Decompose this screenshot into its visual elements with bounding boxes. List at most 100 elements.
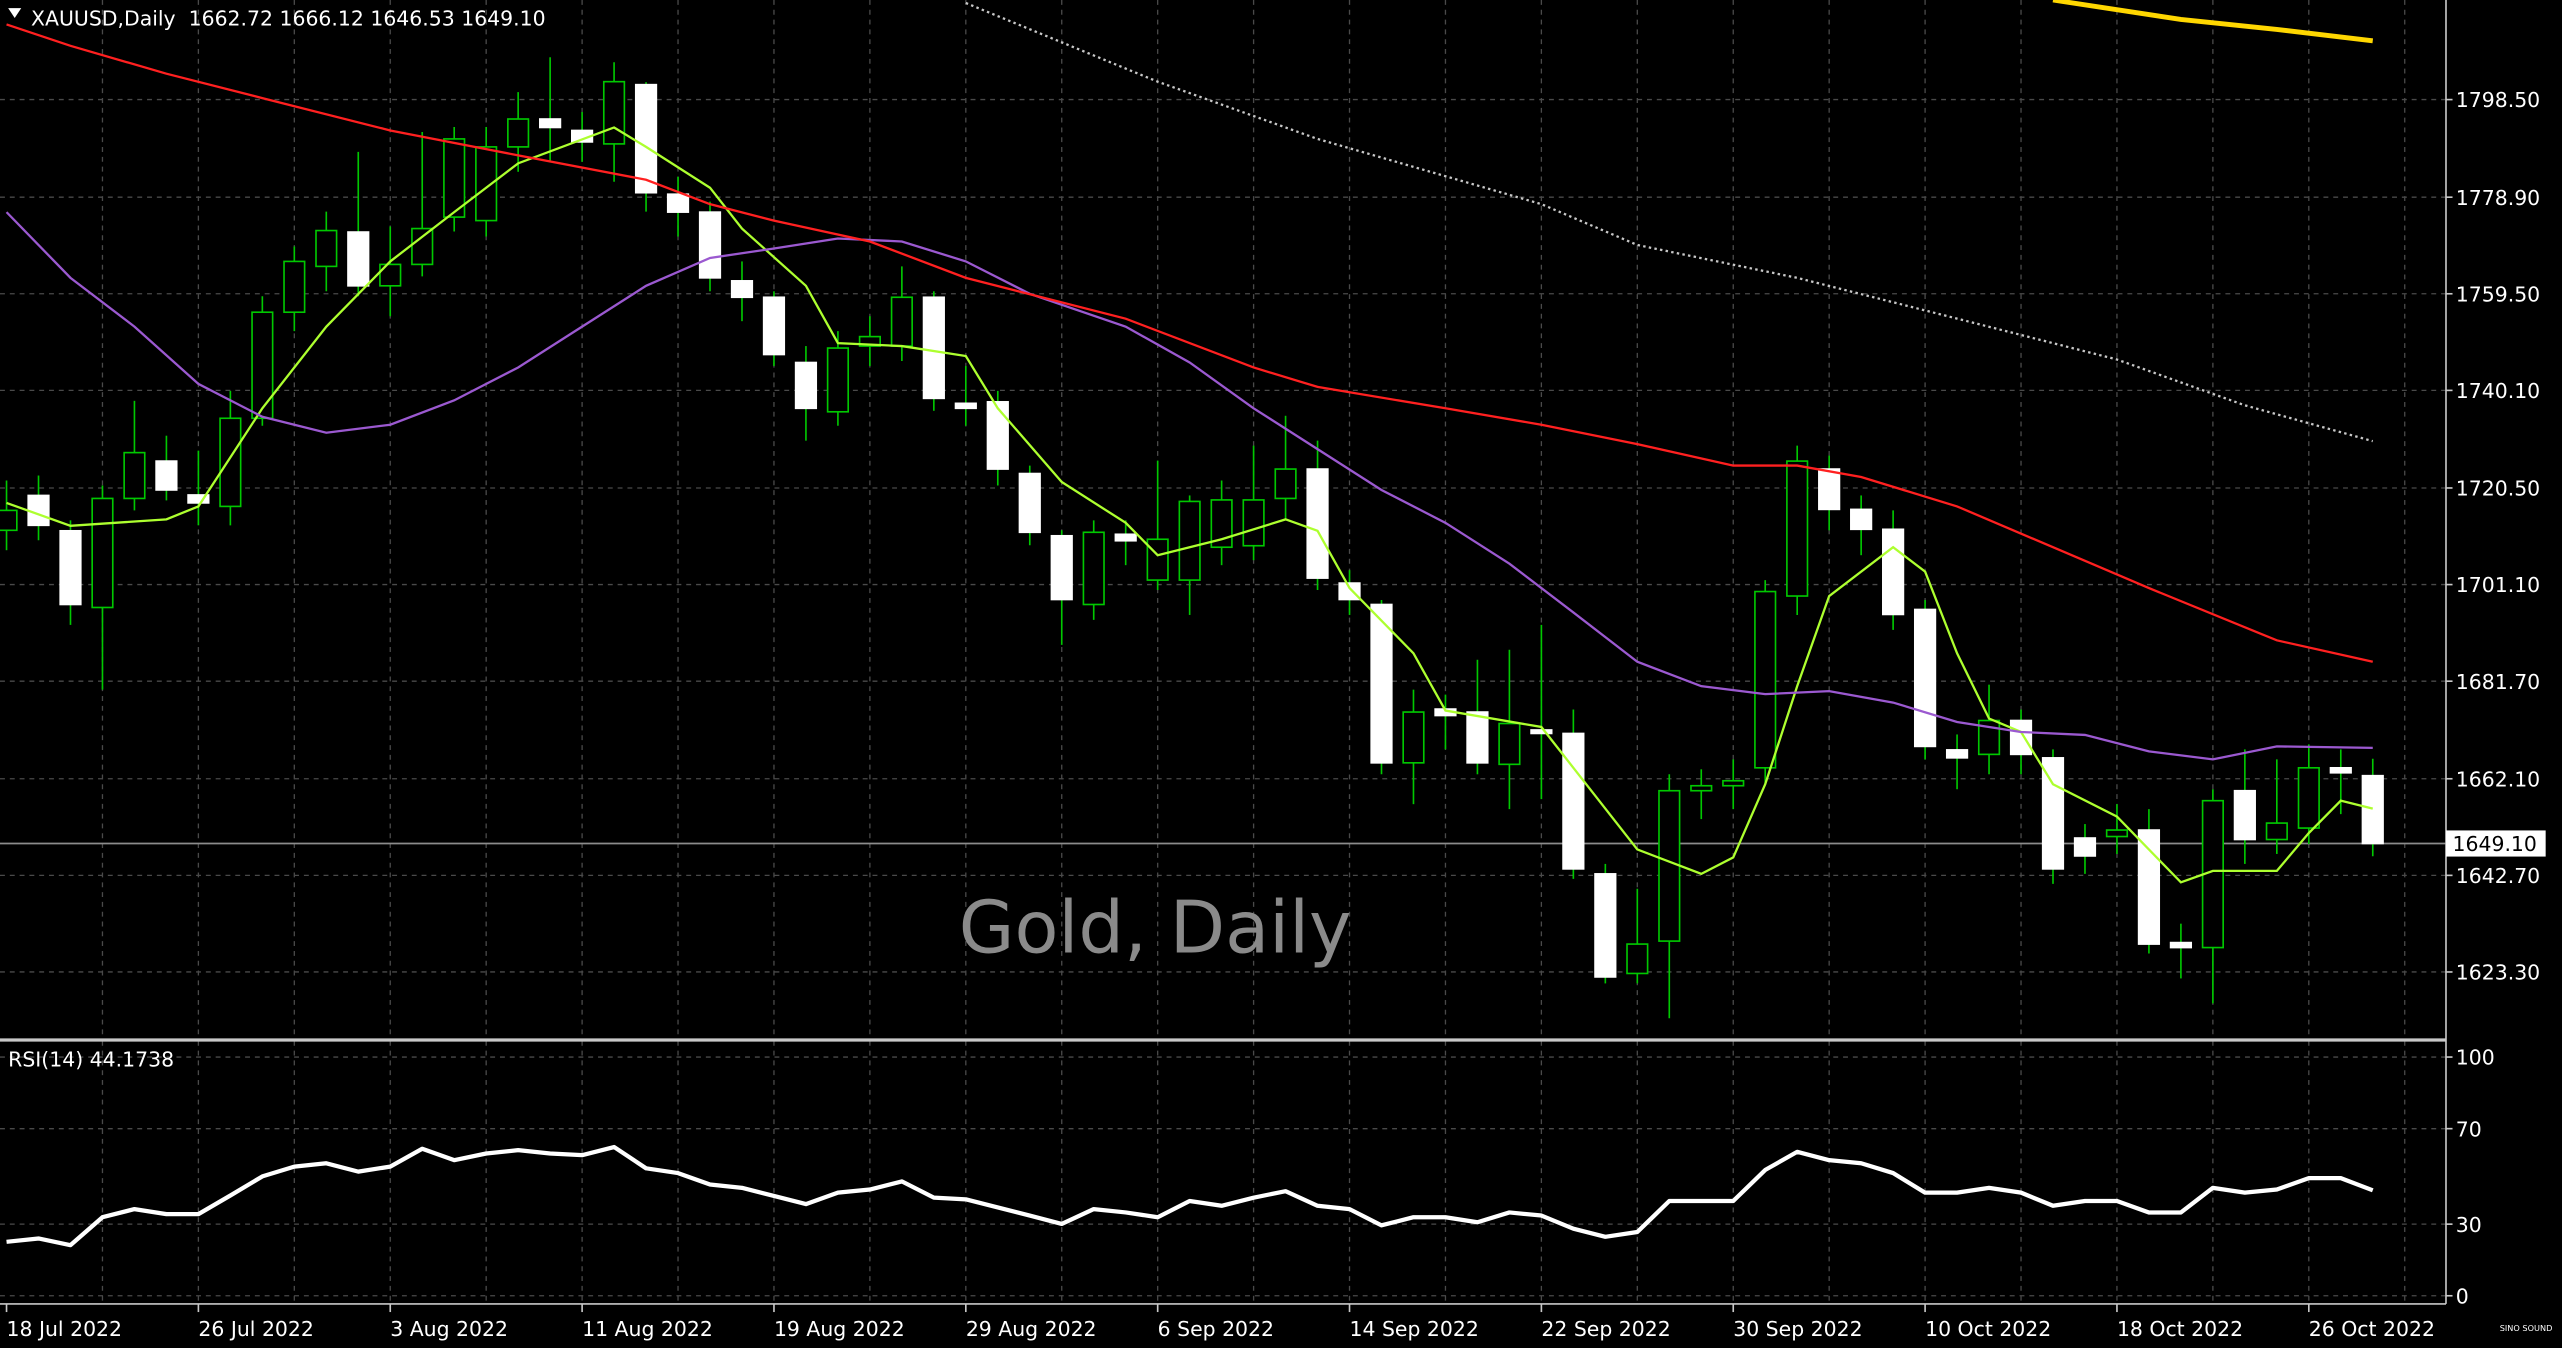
candle-body	[1466, 711, 1489, 764]
candle-body	[954, 402, 977, 410]
y-tick-label: 1778.90	[2456, 186, 2540, 210]
candle-body	[1146, 538, 1169, 581]
candle-body	[602, 80, 626, 145]
candle-body	[1018, 472, 1041, 534]
y-tick-label: 1759.50	[2456, 282, 2540, 306]
candle-body	[507, 118, 530, 148]
price-pane	[0, 0, 2384, 1019]
candle-body	[1178, 500, 1201, 581]
candle-body	[1690, 784, 1713, 792]
candle-body	[794, 361, 818, 410]
candle-body	[1626, 943, 1649, 975]
y-tick-label: 1701.10	[2456, 573, 2540, 597]
candle-body	[251, 311, 274, 420]
y-tick-label: 1740.10	[2456, 379, 2540, 403]
candle-body	[1945, 749, 1969, 759]
candle-body	[1562, 732, 1585, 870]
y-tick-label: 1623.30	[2456, 961, 2540, 985]
candle-body	[1050, 534, 1073, 601]
candle-body	[666, 193, 690, 213]
candle-body	[1306, 468, 1329, 579]
candle-body	[1754, 590, 1777, 769]
candle-body	[826, 347, 850, 413]
candle-body	[475, 146, 498, 222]
candle-body	[539, 118, 562, 129]
y-tick-label: 1642.70	[2456, 864, 2540, 888]
candle-body	[187, 494, 210, 504]
x-tick-label: 18 Jul 2022	[7, 1317, 123, 1341]
candle-body	[1786, 460, 1809, 597]
price-label: 1649.10	[2453, 832, 2537, 856]
candle-body	[730, 280, 754, 299]
candle-body	[2169, 941, 2193, 949]
candle-body	[1530, 729, 1553, 735]
x-tick-label: 22 Sep 2022	[1541, 1317, 1670, 1341]
candle-body	[2073, 837, 2097, 857]
price-label-box	[2445, 830, 2546, 857]
candle-body	[1913, 608, 1937, 748]
header-arrow	[8, 8, 22, 18]
moving-average-line	[2052, 0, 2374, 44]
candle-body	[1818, 468, 1841, 511]
y-tick-label: 1798.50	[2456, 88, 2540, 112]
logo: SINO SOUND	[2500, 1323, 2553, 1333]
candle-body	[1274, 468, 1297, 500]
candle-body	[123, 451, 146, 500]
y-tick-label: 0	[2456, 1284, 2469, 1308]
axis-layer: 1798.50 1778.90 1759.50 1740.10 1720.50 1701.…	[5, 88, 2546, 1341]
candle-body	[1594, 873, 1617, 978]
candle-body	[1210, 499, 1233, 549]
candle-body	[1850, 508, 1873, 531]
candle-body	[443, 138, 466, 218]
candle-body	[762, 296, 786, 356]
candle-body	[1242, 499, 1265, 547]
chart-title: XAUUSD,Daily 1662.72 1666.12 1646.53 164…	[31, 7, 546, 31]
candle-body	[890, 296, 913, 347]
candle-body	[1402, 711, 1425, 764]
y-tick-label: 70	[2456, 1117, 2482, 1141]
candle-body	[2009, 719, 2033, 756]
x-tick-label: 3 Aug 2022	[390, 1317, 508, 1341]
y-tick-label: 1662.10	[2456, 767, 2540, 791]
rsi-pane	[6, 1144, 2374, 1248]
candle-body	[91, 497, 114, 609]
candle-body	[2297, 766, 2320, 829]
x-tick-label: 26 Jul 2022	[198, 1317, 314, 1341]
y-tick-label: 1720.50	[2456, 477, 2540, 501]
x-tick-label: 10 Oct 2022	[1925, 1317, 2051, 1341]
rsi-line	[6, 1144, 2374, 1248]
candle-body	[1114, 533, 1137, 542]
candle-body	[922, 296, 945, 400]
candle-body	[347, 231, 370, 287]
x-tick-label: 18 Oct 2022	[2117, 1317, 2243, 1341]
candle-body	[1977, 719, 2001, 756]
candle-body	[2137, 829, 2161, 945]
candle-body	[1082, 531, 1105, 606]
candle-body	[2265, 822, 2288, 841]
candle-body	[1882, 528, 1905, 616]
candle-body	[59, 529, 82, 606]
candle-body	[379, 263, 402, 287]
x-tick-label: 26 Oct 2022	[2309, 1317, 2435, 1341]
candle-body	[2361, 774, 2384, 845]
y-tick-label: 30	[2456, 1213, 2482, 1237]
x-tick-label: 6 Sep 2022	[1158, 1317, 1274, 1341]
candle-body	[858, 335, 881, 347]
candle-body	[634, 83, 658, 194]
x-tick-label: 30 Sep 2022	[1733, 1317, 1862, 1341]
grid-layer	[0, 0, 2446, 1304]
x-tick-label: 11 Aug 2022	[582, 1317, 713, 1341]
candle-body	[1338, 582, 1361, 601]
candle-body	[219, 417, 242, 508]
candle-body	[986, 401, 1009, 470]
candle-body	[1498, 722, 1521, 766]
candle-body	[2105, 829, 2129, 838]
candle-body	[155, 460, 178, 491]
x-tick-label: 19 Aug 2022	[774, 1317, 905, 1341]
x-tick-label: 29 Aug 2022	[966, 1317, 1097, 1341]
moving-average-line	[6, 126, 2374, 884]
candle-body	[2233, 789, 2256, 841]
